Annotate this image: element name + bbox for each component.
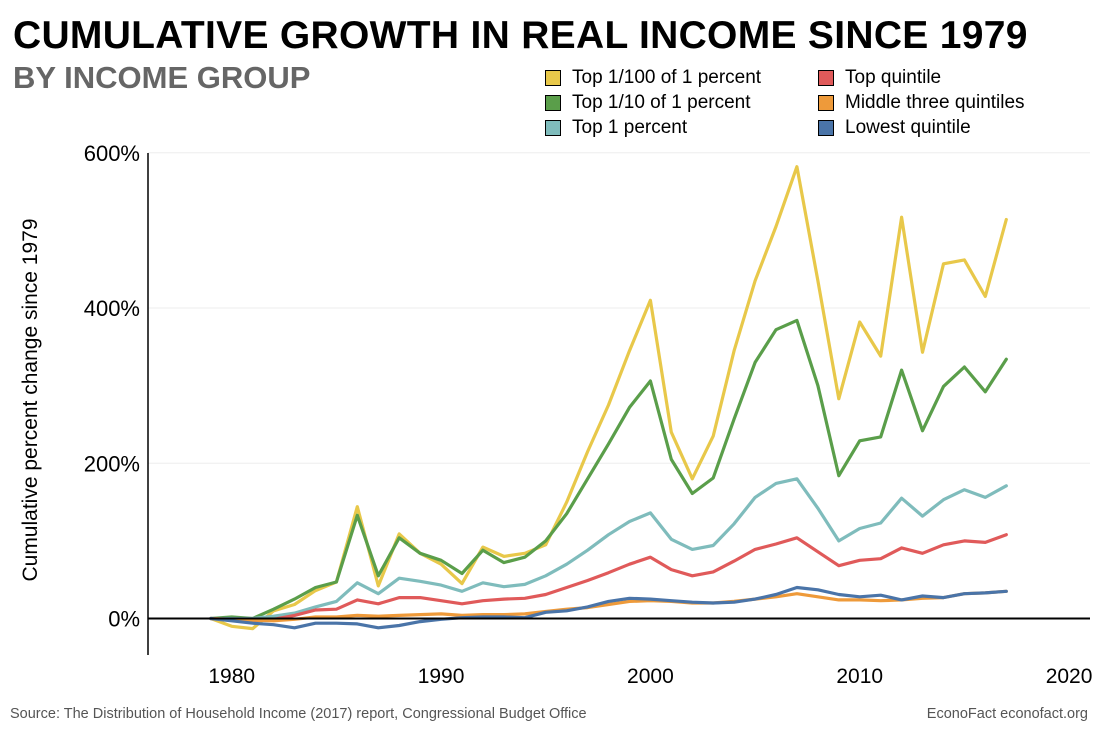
legend-item-top-ten-thousandth: Top 1/100 of 1 percent [545, 67, 761, 89]
legend-swatch-top-quintile [818, 70, 834, 86]
series-line-top-quintile [209, 533, 1008, 623]
series-line-top-1-100-of-1-percent [209, 165, 1008, 631]
y-tick-label-200: 200% [84, 451, 140, 476]
legend-label-top-quintile: Top quintile [845, 67, 942, 88]
source-note: Source: The Distribution of Household In… [10, 706, 587, 722]
series-line-middle-three-quintiles [209, 589, 1008, 623]
x-tick-label-2010: 2010 [836, 665, 883, 688]
x-tick-label-1980: 1980 [208, 665, 255, 688]
legend-swatch-middle-quintiles [818, 95, 834, 111]
x-tick-label-1990: 1990 [418, 665, 465, 688]
legend-label-middle-quintiles: Middle three quintiles [845, 92, 1025, 113]
series-line-lowest-quintile [209, 585, 1008, 630]
legend-item-top-thousandth: Top 1/10 of 1 percent [545, 92, 751, 114]
chart-subtitle: BY INCOME GROUP [13, 60, 311, 95]
y-axis-label: Cumulative percent change since 1979 [19, 218, 42, 581]
legend-item-middle-quintiles: Middle three quintiles [818, 92, 1025, 114]
legend-label-lowest-quintile: Lowest quintile [845, 117, 971, 138]
y-tick-label-400: 400% [84, 296, 140, 321]
series-line-top-1-10-of-1-percent [209, 318, 1008, 621]
x-tick-label-2020: 2020 [1046, 665, 1093, 688]
legend-swatch-top-1-percent [545, 120, 561, 136]
x-tick-label-2000: 2000 [627, 665, 674, 688]
legend-swatch-top-ten-thousandth [545, 70, 561, 86]
axes: 0% 200% 400% 600% 1980 1990 2000 2010 2020 [84, 141, 1093, 688]
chart-title: CUMULATIVE GROWTH IN REAL INCOME SINCE 1… [13, 14, 1028, 57]
brand-note: EconoFact econofact.org [926, 706, 1088, 722]
chart-legend: Top 1/100 of 1 percent Top 1/10 of 1 per… [545, 67, 1085, 145]
legend-swatch-top-thousandth [545, 95, 561, 111]
legend-label-top-1-percent: Top 1 percent [572, 117, 688, 138]
series-line-top-1-percent [209, 477, 1008, 621]
legend-swatch-lowest-quintile [818, 120, 834, 136]
legend-label-top-thousandth: Top 1/10 of 1 percent [572, 92, 751, 113]
legend-item-top-quintile: Top quintile [818, 67, 941, 89]
y-tick-label-600: 600% [84, 141, 140, 166]
legend-item-top-1-percent: Top 1 percent [545, 117, 687, 139]
grid-lines [148, 152, 1090, 464]
series-lines [148, 165, 1090, 631]
y-tick-label-0: 0% [108, 607, 140, 632]
legend-label-top-ten-thousandth: Top 1/100 of 1 percent [572, 67, 762, 88]
legend-item-lowest-quintile: Lowest quintile [818, 117, 971, 139]
